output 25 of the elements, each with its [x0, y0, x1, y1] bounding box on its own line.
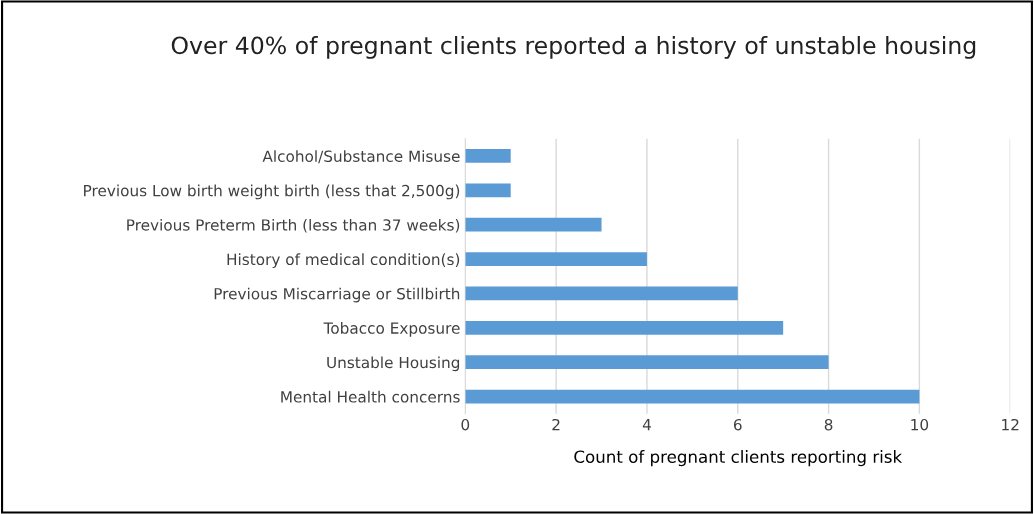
- x-tick-label: 4: [642, 419, 651, 431]
- bar: [465, 286, 738, 301]
- y-tick-label: Previous Low birth weight birth (less that 2,500g): [84, 184, 460, 200]
- bar: [465, 320, 784, 335]
- x-tick-label: 10: [911, 418, 929, 431]
- y-tick-label: Previous Miscarriage or Stillbirth: [214, 287, 460, 303]
- y-tick-label: Tobacco Exposure: [323, 322, 460, 337]
- x-tick-label: 8: [824, 418, 833, 431]
- x-axis-title: Count of pregnant clients reporting risk: [574, 450, 903, 467]
- bar: [465, 252, 647, 266]
- y-tick-label: Unstable Housing: [327, 356, 460, 372]
- bar: [465, 149, 511, 163]
- y-tick-label: Mental Health concerns: [281, 390, 460, 403]
- bar: [465, 355, 829, 370]
- x-tick-label: 0: [461, 418, 470, 431]
- chart-title: Over 40% of pregnant clients reported a history of unstable housing: [171, 35, 976, 59]
- y-tick-label: Previous Preterm Birth (less than 37 weeks): [127, 218, 460, 233]
- bar: [465, 217, 602, 232]
- x-tick-label: 6: [733, 418, 742, 431]
- x-tick-label: 12: [1002, 418, 1019, 431]
- bar: [465, 183, 511, 198]
- bar: [465, 389, 920, 404]
- y-tick-label: Alcohol/Substance Misuse: [262, 150, 460, 164]
- y-tick-label: History of medical condition(s): [227, 253, 460, 269]
- x-tick-label: 2: [552, 418, 560, 431]
